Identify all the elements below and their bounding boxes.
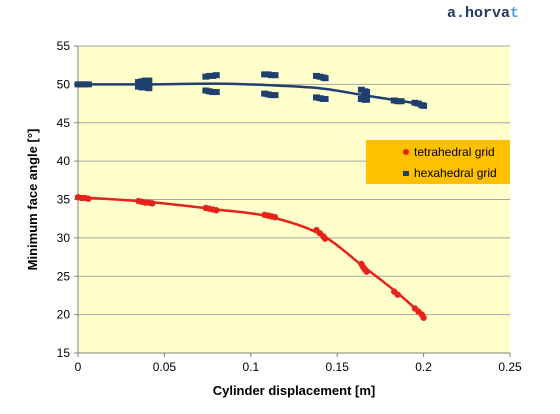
series-hexahedral — [74, 71, 428, 109]
series-tetrahedral — [74, 193, 427, 321]
legend-marker-tetrahedral — [403, 149, 409, 155]
point-hexahedral-19 — [212, 89, 220, 96]
x-tick-labels: 0 0.05 0.1 0.15 0.2 0.25 — [75, 360, 522, 374]
point-hexahedral-44 — [397, 98, 405, 105]
point-tetrahedral-16 — [271, 213, 279, 221]
point-hexahedral-31 — [321, 75, 329, 82]
y-tick-label-4: 35 — [57, 193, 71, 207]
watermark-text: a.horva — [447, 5, 511, 22]
y-tick-label-3: 30 — [57, 231, 71, 245]
point-tetrahedral-24 — [363, 268, 370, 275]
point-tetrahedral-12 — [213, 207, 220, 214]
x-tick-label-1: 0.05 — [153, 360, 177, 374]
x-tick-label-3: 0.15 — [326, 360, 350, 374]
point-hexahedral-27 — [271, 92, 279, 99]
x-tick-label-4: 0.2 — [415, 360, 432, 374]
legend-label-hexahedral: hexahedral grid — [414, 166, 497, 180]
legend-marker-hexahedral — [403, 171, 409, 176]
point-tetrahedral-26 — [394, 291, 401, 298]
x-axis-title: Cylinder displacement [m] — [213, 383, 376, 398]
y-tick-label-2: 25 — [57, 269, 71, 283]
point-hexahedral-11 — [145, 85, 153, 92]
y-tick-labels: 15 20 25 30 35 40 45 50 55 — [57, 39, 71, 360]
x-tick-label-0: 0 — [75, 360, 82, 374]
point-hexahedral-35 — [321, 95, 329, 102]
y-tick-label-1: 20 — [57, 308, 71, 322]
x-tick-label-2: 0.1 — [242, 360, 259, 374]
point-hexahedral-3 — [84, 81, 92, 88]
point-tetrahedral-3 — [85, 195, 92, 202]
watermark-accent: t — [510, 5, 520, 22]
legend: tetrahedral grid hexahedral grid — [366, 140, 510, 184]
y-tick-label-7: 50 — [57, 77, 71, 91]
y-tick-label-0: 15 — [57, 346, 71, 360]
point-hexahedral-41 — [363, 96, 371, 103]
watermark: a.horvat — [447, 5, 519, 22]
point-hexahedral-23 — [271, 72, 279, 79]
x-tick-label-5: 0.25 — [498, 360, 522, 374]
y-tick-label-6: 45 — [57, 116, 71, 130]
point-hexahedral-15 — [212, 72, 220, 79]
series-group — [74, 71, 428, 321]
y-tick-label-5: 40 — [57, 154, 71, 168]
legend-label-tetrahedral: tetrahedral grid — [414, 145, 495, 159]
point-hexahedral-48 — [420, 102, 428, 109]
y-axis-title: Minimum face angle [°] — [25, 129, 40, 271]
y-tick-label-8: 55 — [57, 39, 71, 53]
legend-box — [366, 140, 510, 184]
point-hexahedral-7 — [145, 77, 153, 84]
point-tetrahedral-8 — [149, 200, 156, 207]
point-tetrahedral-30 — [420, 314, 427, 321]
point-tetrahedral-20 — [321, 235, 329, 242]
point-hexahedral-38 — [363, 89, 371, 96]
